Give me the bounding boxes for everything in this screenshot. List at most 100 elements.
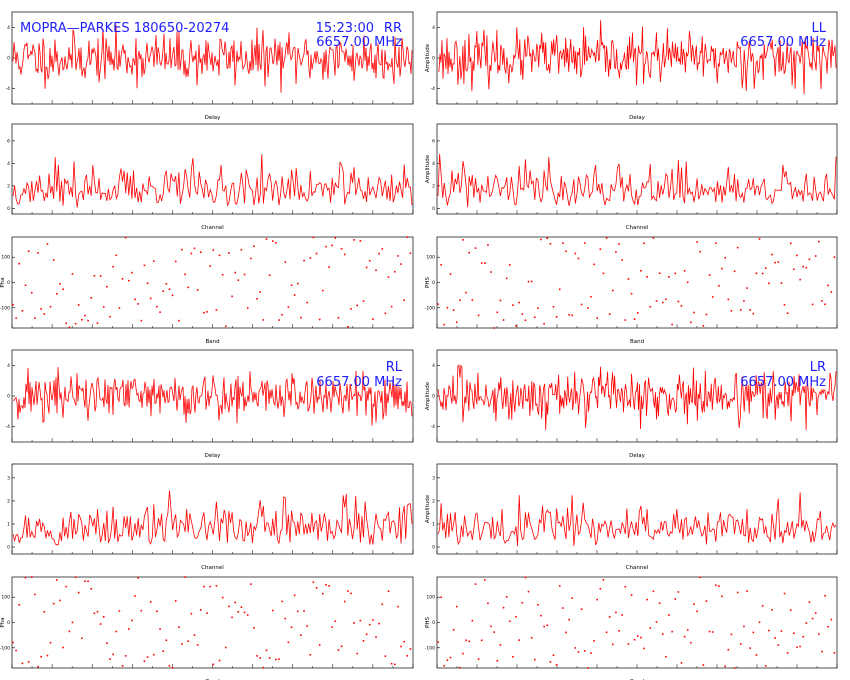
y-tick-label: 4 <box>432 363 435 369</box>
x-axis-label: Delay <box>629 453 646 459</box>
data-point <box>77 591 80 594</box>
x-axis-label: Channel <box>201 565 224 571</box>
data-point <box>387 276 390 278</box>
data-point <box>718 284 720 287</box>
data-point <box>449 273 452 275</box>
panel-frame <box>436 576 838 669</box>
data-point <box>275 242 277 244</box>
data-point <box>777 644 780 646</box>
data-point <box>400 263 402 265</box>
data-point <box>818 240 820 243</box>
data-point <box>730 310 733 312</box>
data-point <box>721 595 723 598</box>
data-point <box>686 281 689 284</box>
data-point <box>746 590 748 592</box>
data-point <box>102 306 105 308</box>
data-point <box>209 265 211 267</box>
data-point <box>671 323 673 326</box>
data-point <box>253 627 255 629</box>
data-point <box>71 273 74 275</box>
data-point <box>487 602 489 605</box>
series-line <box>437 20 837 95</box>
data-point <box>549 661 552 663</box>
data-point <box>59 282 61 285</box>
data-point <box>530 637 533 639</box>
data-point <box>546 237 549 240</box>
y-tick-label: 6 <box>7 138 10 144</box>
data-point <box>143 660 146 663</box>
data-point <box>715 584 717 587</box>
data-point <box>802 635 805 638</box>
timestamp-label: 15:23:00 <box>316 21 374 36</box>
data-point <box>137 577 139 579</box>
y-axis-label: Amplitude <box>425 154 431 183</box>
data-point <box>137 303 139 305</box>
y-axis-label: Pha <box>0 277 6 287</box>
data-point <box>615 251 617 253</box>
data-point <box>127 279 130 282</box>
y-tick-label: 1 <box>432 522 435 528</box>
y-axis-label: Amplitude <box>425 494 431 523</box>
y-tick-label: 0 <box>432 206 435 212</box>
data-point <box>490 625 492 628</box>
data-point <box>824 303 826 306</box>
data-point <box>615 611 617 614</box>
data-point <box>296 282 299 285</box>
data-point <box>281 314 283 316</box>
y-tick-label: 0 <box>7 620 10 626</box>
data-point <box>655 300 658 302</box>
frequency-label-lr: 6657.00 MHz <box>740 375 826 390</box>
data-point <box>558 585 561 587</box>
data-point <box>649 305 652 308</box>
series-line <box>12 490 413 546</box>
y-tick-label: -100 <box>425 645 435 651</box>
x-axis-label: Band <box>205 339 219 345</box>
data-point <box>802 265 805 268</box>
data-point <box>378 252 380 255</box>
data-point <box>225 646 227 649</box>
data-point <box>250 257 252 260</box>
data-point <box>833 256 836 258</box>
data-point <box>508 264 511 266</box>
data-point <box>387 590 390 593</box>
data-point <box>690 641 692 644</box>
data-point <box>599 248 602 250</box>
data-point <box>184 273 186 276</box>
data-point <box>727 298 730 301</box>
data-point <box>193 634 196 636</box>
data-point <box>356 652 359 655</box>
data-point <box>552 306 555 308</box>
data-point <box>18 262 21 265</box>
data-point <box>90 297 93 299</box>
frequency-label-rr: 6657.00 MHz <box>316 35 402 50</box>
data-point <box>677 300 680 303</box>
data-point <box>278 319 280 321</box>
data-point <box>496 659 499 662</box>
data-point <box>443 323 446 326</box>
data-point <box>484 579 486 581</box>
data-point <box>562 607 564 609</box>
data-point <box>771 608 773 611</box>
data-point <box>306 625 308 627</box>
data-point <box>381 603 384 606</box>
data-point <box>452 309 455 311</box>
data-point <box>174 600 177 602</box>
data-point <box>587 307 589 309</box>
data-point <box>552 654 555 657</box>
data-point <box>34 593 36 596</box>
data-point <box>243 611 246 614</box>
data-point <box>365 633 368 636</box>
data-point <box>353 239 355 241</box>
data-point <box>109 658 111 660</box>
data-point <box>630 292 633 295</box>
data-point <box>490 271 492 273</box>
data-point <box>340 645 343 648</box>
data-point <box>206 311 208 313</box>
data-point <box>818 633 820 635</box>
data-point <box>84 580 86 582</box>
y-tick-label: -4 <box>6 86 11 92</box>
data-point <box>225 325 227 328</box>
data-point <box>752 312 755 315</box>
data-point <box>808 601 811 604</box>
